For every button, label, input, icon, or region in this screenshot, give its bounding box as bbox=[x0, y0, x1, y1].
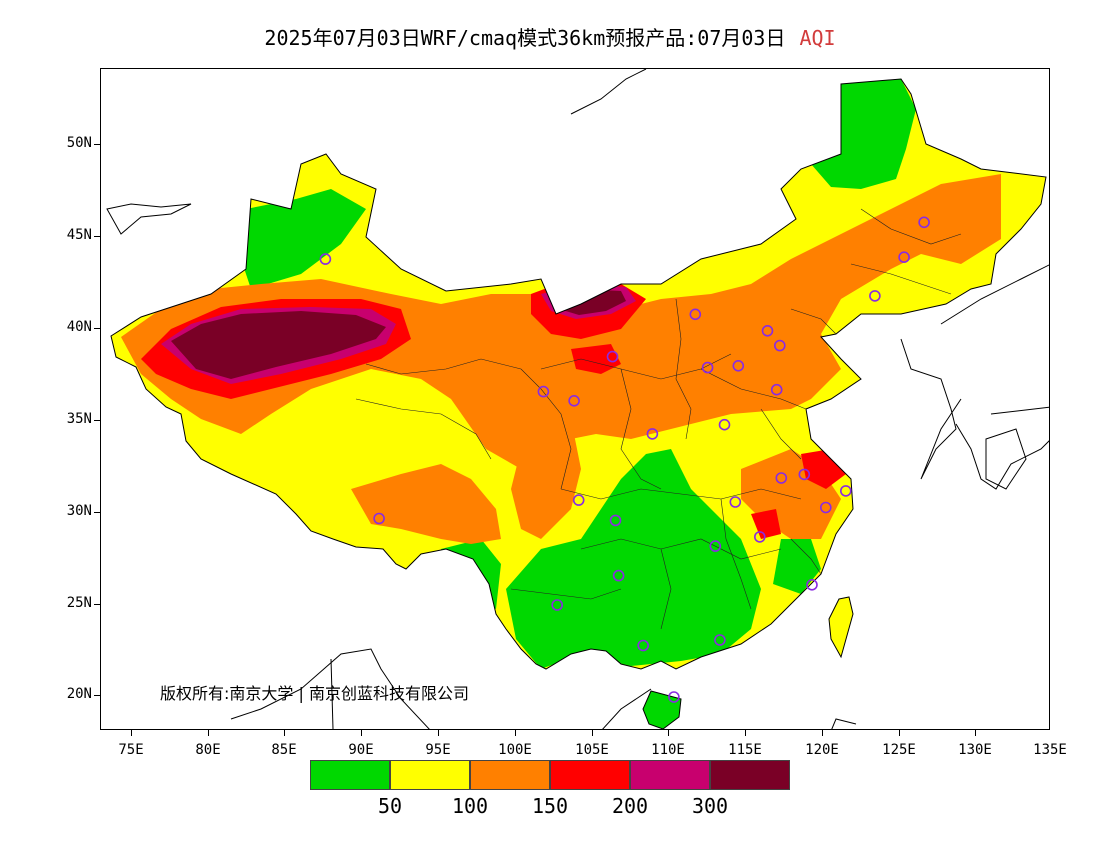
station-marker bbox=[537, 385, 550, 398]
lat-tick-35n: 35N bbox=[66, 411, 92, 427]
station-marker bbox=[568, 394, 580, 407]
station-marker bbox=[839, 485, 852, 497]
legend-label-200: 200 bbox=[611, 794, 649, 818]
station-marker bbox=[918, 216, 930, 229]
legend-label-150: 150 bbox=[531, 794, 569, 818]
station-marker bbox=[319, 253, 332, 265]
aqi-green-southwest bbox=[506, 449, 761, 669]
lon-tickmark bbox=[668, 730, 669, 736]
lat-tickmark bbox=[94, 604, 100, 605]
station-marker bbox=[753, 531, 766, 543]
station-marker bbox=[709, 540, 722, 552]
lon-tickmark bbox=[208, 730, 209, 736]
legend-label-50: 50 bbox=[377, 794, 403, 818]
lon-tick-120e: 120E bbox=[805, 742, 839, 758]
lon-tick-115e: 115E bbox=[728, 742, 762, 758]
lon-tickmark bbox=[899, 730, 900, 736]
legend-swatch-magenta bbox=[630, 760, 710, 790]
aqi-fields bbox=[111, 79, 1046, 729]
lon-tick-105e: 105E bbox=[575, 742, 609, 758]
legend-swatch-green bbox=[310, 760, 390, 790]
aqi-map bbox=[100, 68, 1050, 730]
station-marker bbox=[798, 468, 811, 481]
lon-tick-135e: 135E bbox=[1033, 742, 1067, 758]
aqi-orange-sichuan bbox=[511, 369, 581, 539]
station-marker bbox=[572, 494, 585, 506]
legend-swatch-darkred bbox=[710, 760, 790, 790]
station-marker bbox=[637, 639, 650, 652]
station-marker bbox=[770, 383, 783, 396]
legend-swatch-red bbox=[550, 760, 630, 790]
lon-tickmark bbox=[131, 730, 132, 736]
station-marker bbox=[729, 496, 742, 508]
lat-tick-20n: 20N bbox=[66, 686, 92, 702]
lon-tick-90e: 90E bbox=[348, 742, 374, 758]
map-title: 2025年07月03日WRF/cmaq模式36km预报产品:07月03日 AQI bbox=[0, 22, 1100, 51]
station-marker bbox=[806, 578, 818, 591]
station-marker bbox=[606, 350, 619, 363]
lon-tickmark bbox=[975, 730, 976, 736]
lon-tickmark bbox=[515, 730, 516, 736]
aqi-orange-tibet bbox=[351, 464, 501, 544]
lon-tick-75e: 75E bbox=[118, 742, 144, 758]
station-marker bbox=[701, 361, 714, 374]
station-marker bbox=[869, 290, 881, 302]
title-product: AQI bbox=[799, 26, 836, 50]
lat-tick-45n: 45N bbox=[66, 227, 92, 243]
lon-tick-130e: 130E bbox=[958, 742, 992, 758]
lon-tick-80e: 80E bbox=[195, 742, 221, 758]
lon-tickmark bbox=[361, 730, 362, 736]
lat-tickmark bbox=[94, 144, 100, 145]
aqi-red-qinghai bbox=[571, 344, 621, 374]
station-marker bbox=[773, 339, 786, 352]
station-marker bbox=[775, 472, 788, 484]
legend-label-100: 100 bbox=[451, 794, 489, 818]
aqi-green-northwest bbox=[241, 189, 366, 289]
aqi-darkred-taklimakan bbox=[171, 311, 386, 379]
station-marker bbox=[612, 569, 625, 582]
station-marker bbox=[551, 599, 564, 611]
aqi-map-svg bbox=[106, 69, 1049, 729]
lon-tick-110e: 110E bbox=[651, 742, 685, 758]
station-marker bbox=[714, 634, 726, 646]
lon-tickmark bbox=[438, 730, 439, 736]
lat-tickmark bbox=[94, 695, 100, 696]
lon-tickmark bbox=[592, 730, 593, 736]
lat-tick-25n: 25N bbox=[66, 595, 92, 611]
lat-tickmark bbox=[94, 512, 100, 513]
station-markers bbox=[319, 216, 930, 703]
lon-tickmark bbox=[822, 730, 823, 736]
lat-tick-50n: 50N bbox=[66, 135, 92, 151]
legend-swatch-yellow bbox=[390, 760, 470, 790]
lon-tick-100e: 100E bbox=[498, 742, 532, 758]
station-marker bbox=[761, 324, 774, 337]
lat-tickmark bbox=[94, 328, 100, 329]
station-marker bbox=[732, 359, 745, 372]
lon-tick-125e: 125E bbox=[882, 742, 916, 758]
title-main: 2025年07月03日WRF/cmaq模式36km预报产品:07月03日 bbox=[264, 26, 786, 50]
lon-tick-95e: 95E bbox=[425, 742, 451, 758]
station-marker bbox=[898, 251, 910, 263]
station-marker bbox=[668, 691, 680, 703]
station-marker bbox=[646, 428, 659, 440]
lat-tickmark bbox=[94, 236, 100, 237]
coastlines bbox=[106, 69, 1049, 729]
lat-tick-40n: 40N bbox=[66, 319, 92, 335]
station-marker bbox=[819, 501, 832, 514]
lon-tickmark bbox=[745, 730, 746, 736]
station-marker bbox=[609, 514, 622, 527]
copyright-notice: 版权所有:南京大学 | 南京创蓝科技有限公司 bbox=[160, 684, 469, 703]
legend-swatch-orange bbox=[470, 760, 550, 790]
station-marker bbox=[689, 308, 702, 321]
lat-tickmark bbox=[94, 420, 100, 421]
station-marker bbox=[373, 512, 385, 525]
china-outline bbox=[110, 78, 1047, 729]
lon-tick-85e: 85E bbox=[271, 742, 297, 758]
station-marker bbox=[718, 418, 731, 431]
lon-tickmark bbox=[284, 730, 285, 736]
legend-label-300: 300 bbox=[691, 794, 729, 818]
province-boundaries bbox=[355, 208, 962, 630]
lat-tick-30n: 30N bbox=[66, 503, 92, 519]
